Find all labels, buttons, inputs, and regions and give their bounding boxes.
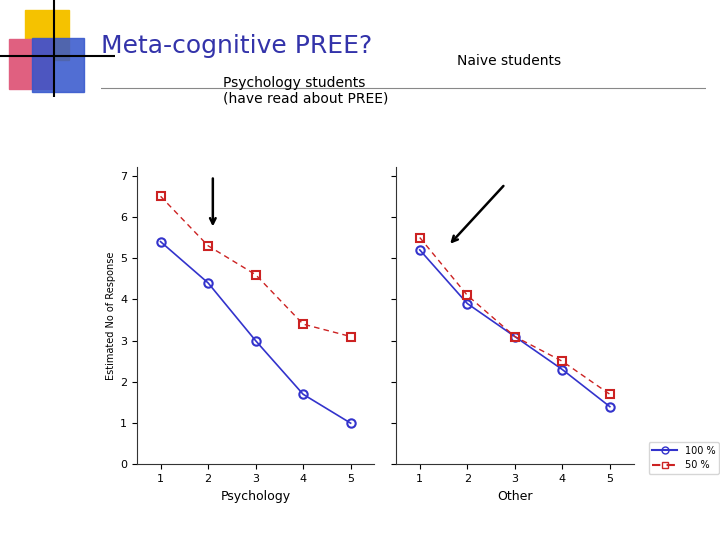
Bar [25, 10, 69, 60]
Bar [9, 39, 53, 90]
Bar [32, 38, 84, 92]
Text: Meta-cognitive PREE?: Meta-cognitive PREE? [101, 35, 372, 58]
Y-axis label: Estimated No of Response: Estimated No of Response [106, 252, 116, 380]
Text: Naive students: Naive students [457, 54, 562, 68]
X-axis label: Other: Other [497, 490, 533, 503]
Text: Psychology students
(have read about PREE): Psychology students (have read about PRE… [223, 76, 389, 106]
X-axis label: Psychology: Psychology [220, 490, 291, 503]
Legend: 100 %, 50 %: 100 %, 50 % [649, 442, 719, 474]
